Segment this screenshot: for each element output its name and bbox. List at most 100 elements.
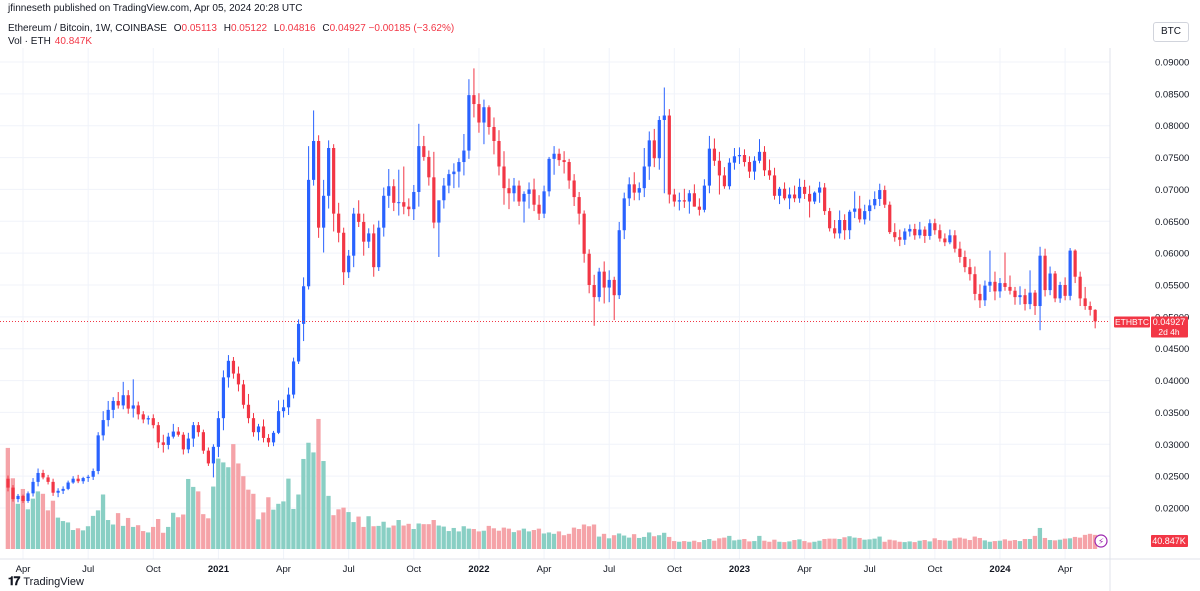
- candle-body: [61, 488, 65, 491]
- volume-bar: [65, 522, 71, 549]
- volume-bar: [506, 528, 511, 549]
- volume-bar: [611, 535, 617, 549]
- candle-body: [1078, 276, 1082, 299]
- candle-body: [1018, 295, 1022, 298]
- volume-bar: [55, 517, 61, 549]
- volume-bar: [171, 512, 176, 549]
- candle-body: [998, 283, 1002, 292]
- candle-body: [76, 478, 80, 482]
- candle-body: [1008, 286, 1012, 291]
- volume-bar: [386, 527, 391, 549]
- volume-bar: [251, 493, 256, 549]
- candle-body: [31, 481, 35, 494]
- volume-bar: [446, 531, 451, 549]
- candle-body: [627, 184, 631, 199]
- candle-body: [757, 151, 762, 161]
- candle-body: [587, 253, 591, 285]
- price-tick-label: 0.05500: [1155, 281, 1189, 292]
- candle-body: [1093, 309, 1097, 322]
- volume-bar: [391, 525, 396, 549]
- time-tick-label: Oct: [406, 564, 421, 575]
- volume-bar: [1037, 527, 1043, 549]
- candle-body: [482, 107, 486, 123]
- volume-bar: [75, 528, 81, 549]
- volume-bar: [782, 542, 787, 549]
- volume-bar: [662, 532, 667, 549]
- volume-bar: [1082, 534, 1088, 549]
- volume-bar: [316, 418, 321, 549]
- time-tick-label: Oct: [927, 564, 942, 575]
- volume-bar: [872, 538, 877, 549]
- candle-body: [66, 482, 70, 489]
- volume-bar: [977, 537, 982, 549]
- volume-bar: [85, 526, 91, 549]
- volume-bar: [972, 536, 977, 549]
- candle-body: [407, 206, 411, 210]
- candle-body: [327, 148, 331, 196]
- candle-body: [91, 471, 95, 477]
- open-label: O: [173, 23, 182, 34]
- candle-body: [707, 148, 711, 186]
- symbol-title[interactable]: Ethereum / Bitcoin, 1W, COINBASE: [8, 23, 167, 34]
- candle-body: [532, 189, 536, 205]
- candle-body: [96, 435, 100, 472]
- grid-lines: [0, 48, 1110, 559]
- symbol-legend: Ethereum / Bitcoin, 1W, COINBASE O0.0511…: [8, 23, 454, 34]
- candle-body: [602, 271, 606, 288]
- volume-bar: [586, 526, 592, 549]
- candle-body: [367, 233, 371, 242]
- candle-body: [843, 220, 847, 231]
- candles: [6, 68, 1097, 503]
- candle-body: [868, 205, 872, 212]
- candle-body: [923, 229, 927, 236]
- volume-legend: Vol · ETH 40.847K: [8, 36, 92, 47]
- candle-body: [762, 151, 767, 171]
- candle-body: [1038, 255, 1042, 307]
- volume-bar: [852, 537, 857, 549]
- volume-bar: [45, 510, 51, 549]
- candle-body: [527, 189, 531, 194]
- candle-body: [186, 438, 190, 450]
- volume-bar: [95, 510, 101, 549]
- candle-body: [271, 432, 276, 443]
- volume-bar: [922, 540, 927, 549]
- volume-bar: [451, 527, 456, 549]
- candle-body: [667, 115, 671, 195]
- low-label: L: [273, 23, 280, 34]
- candle-body: [392, 186, 396, 203]
- volume-label[interactable]: Vol · ETH: [8, 36, 51, 47]
- volume-bar: [767, 541, 772, 549]
- volume-bar: [641, 536, 647, 549]
- candle-body: [702, 185, 706, 210]
- volume-bar: [832, 538, 837, 549]
- volume-bar: [120, 525, 126, 549]
- tradingview-logo[interactable]: 𝟏𝟕 TradingView: [8, 574, 84, 589]
- candle-body: [206, 450, 210, 464]
- candle-body: [286, 394, 291, 408]
- volume-bar: [997, 540, 1002, 549]
- candle-body: [507, 188, 511, 194]
- candle-body: [647, 140, 651, 167]
- volume-bar: [687, 541, 692, 549]
- candle-body: [858, 208, 862, 220]
- currency-button[interactable]: BTC: [1153, 22, 1189, 42]
- candle-body: [462, 150, 466, 163]
- volume-bar: [1072, 536, 1078, 549]
- price-tick-label: 0.06000: [1155, 249, 1189, 260]
- candle-body: [472, 95, 476, 105]
- volume-bar: [145, 532, 151, 549]
- candle-body: [301, 286, 306, 324]
- candle-body: [291, 361, 296, 395]
- candle-body: [337, 213, 341, 233]
- volume-bar: [541, 533, 547, 549]
- volume-bar: [712, 540, 717, 549]
- volume-bar: [1012, 540, 1018, 549]
- volume-bar: [787, 541, 792, 549]
- volume-bar: [1027, 538, 1033, 549]
- candle-body: [317, 141, 321, 228]
- volume-bar: [406, 523, 411, 549]
- volume-bar: [842, 537, 847, 549]
- volume-bar: [176, 517, 181, 549]
- volume-bar: [291, 508, 296, 549]
